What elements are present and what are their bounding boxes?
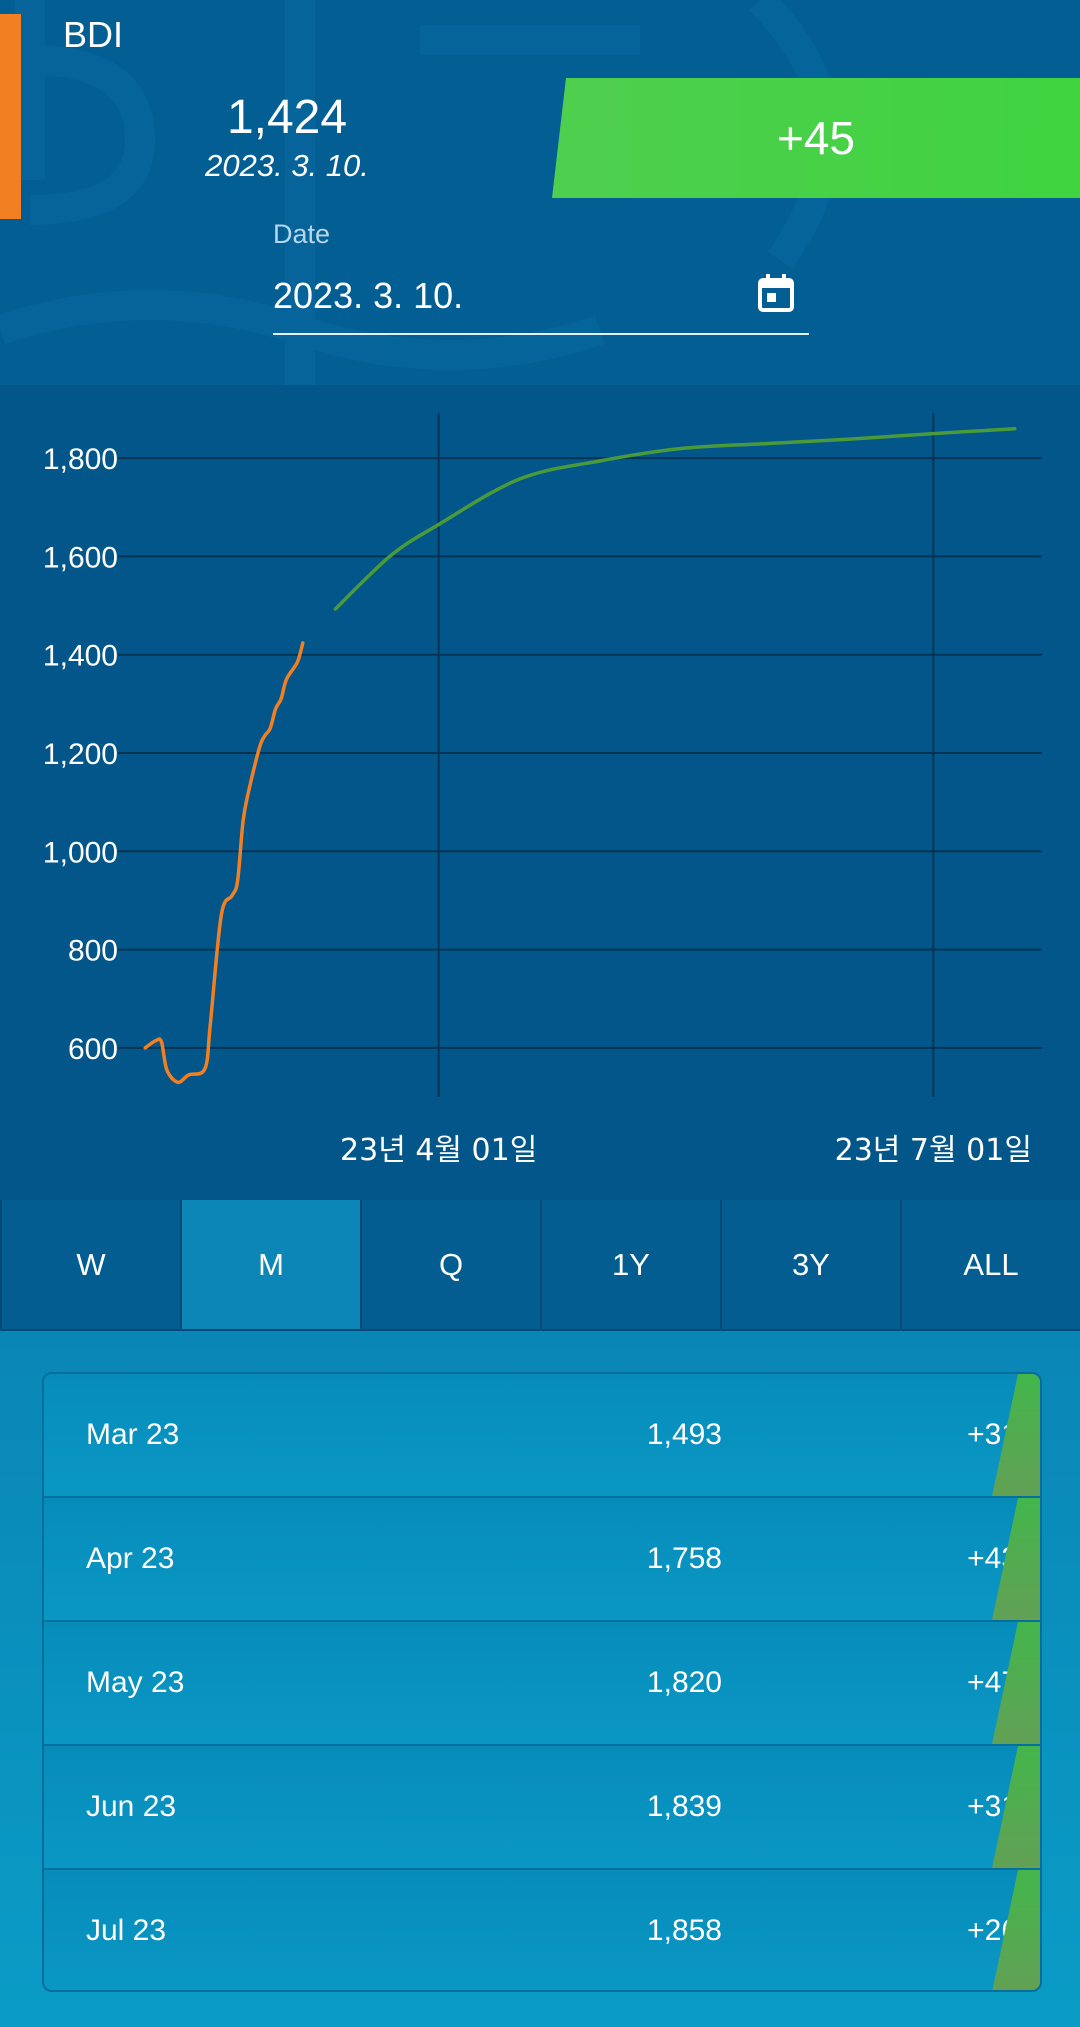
date-field[interactable]: Date 2023. 3. 10.: [273, 215, 809, 335]
y-tick-label: 1,400: [43, 640, 118, 673]
period-tabs: W M Q 1Y 3Y ALL: [0, 1200, 1080, 1331]
date-input[interactable]: 2023. 3. 10.: [273, 267, 809, 335]
actual-series-line: [143, 641, 305, 1085]
index-date: 2023. 3. 10.: [205, 148, 369, 183]
accent-bar: [0, 14, 21, 219]
tab-1-year[interactable]: 1Y: [540, 1200, 720, 1329]
row-value: 1,493: [646, 1418, 722, 1451]
row-change: +31: [967, 1418, 1018, 1451]
tab-quarter[interactable]: Q: [360, 1200, 540, 1329]
index-header: BDI 1,424 2023. 3. 10. +45 Date 2023. 3.…: [0, 0, 1080, 385]
date-label: Date: [273, 219, 331, 249]
row-value: 1,858: [646, 1914, 722, 1947]
index-name: BDI: [63, 14, 124, 55]
calendar-icon[interactable]: [757, 273, 795, 313]
x-tick-label: 23년 7월 01일: [835, 1133, 1032, 1168]
y-tick-label: 800: [68, 935, 118, 968]
row-month: Jul 23: [86, 1914, 167, 1947]
row-change: +26: [967, 1914, 1018, 1947]
tab-week[interactable]: W: [0, 1200, 180, 1329]
forecast-series-line: [333, 426, 1017, 611]
grid-lines: [118, 413, 1042, 1097]
list-item[interactable]: Jun 23 1,839 +31: [44, 1746, 1040, 1870]
series-lines: [143, 426, 1017, 1085]
y-tick-label: 600: [68, 1033, 118, 1066]
y-tick-label: 1,600: [43, 541, 118, 574]
tab-all[interactable]: ALL: [900, 1200, 1080, 1329]
index-value: 1,424: [226, 91, 348, 144]
row-month: May 23: [86, 1666, 185, 1699]
row-value: 1,839: [646, 1790, 722, 1823]
row-change: +47: [967, 1666, 1018, 1699]
row-change: +43: [967, 1542, 1018, 1575]
forecast-list: Mar 23 1,493 +31 Apr 23 1,758 +43 May 23…: [42, 1372, 1042, 1992]
y-axis-labels: 1,800 1,600 1,400 1,200 1,000 800 600: [43, 443, 118, 1066]
row-month: Apr 23: [86, 1542, 175, 1575]
price-chart[interactable]: 1,800 1,600 1,400 1,200 1,000 800 600 23년 4월 0…: [0, 385, 1080, 1200]
list-item[interactable]: May 23 1,820 +47: [44, 1622, 1040, 1746]
change-badge: +45: [552, 78, 1080, 198]
y-tick-label: 1,800: [43, 443, 118, 476]
list-item[interactable]: Apr 23 1,758 +43: [44, 1498, 1040, 1622]
tab-month[interactable]: M: [180, 1200, 360, 1329]
row-value: 1,820: [646, 1666, 722, 1699]
y-tick-label: 1,200: [43, 738, 118, 771]
row-change: +31: [967, 1790, 1018, 1823]
list-item[interactable]: Jul 23 1,858 +26: [44, 1870, 1040, 1990]
row-month: Mar 23: [86, 1418, 180, 1451]
date-input-value: 2023. 3. 10.: [273, 275, 464, 316]
y-tick-label: 1,000: [43, 836, 118, 869]
line-chart: 1,800 1,600 1,400 1,200 1,000 800 600 23년 4월 0…: [43, 413, 1042, 1168]
change-value: +45: [776, 112, 856, 164]
row-month: Jun 23: [86, 1790, 177, 1823]
list-item[interactable]: Mar 23 1,493 +31: [44, 1374, 1040, 1498]
x-axis-labels: 23년 4월 01일 23년 7월 01일: [340, 1133, 1032, 1168]
tab-3-year[interactable]: 3Y: [720, 1200, 900, 1329]
x-tick-label: 23년 4월 01일: [340, 1133, 537, 1168]
row-value: 1,758: [646, 1542, 722, 1575]
